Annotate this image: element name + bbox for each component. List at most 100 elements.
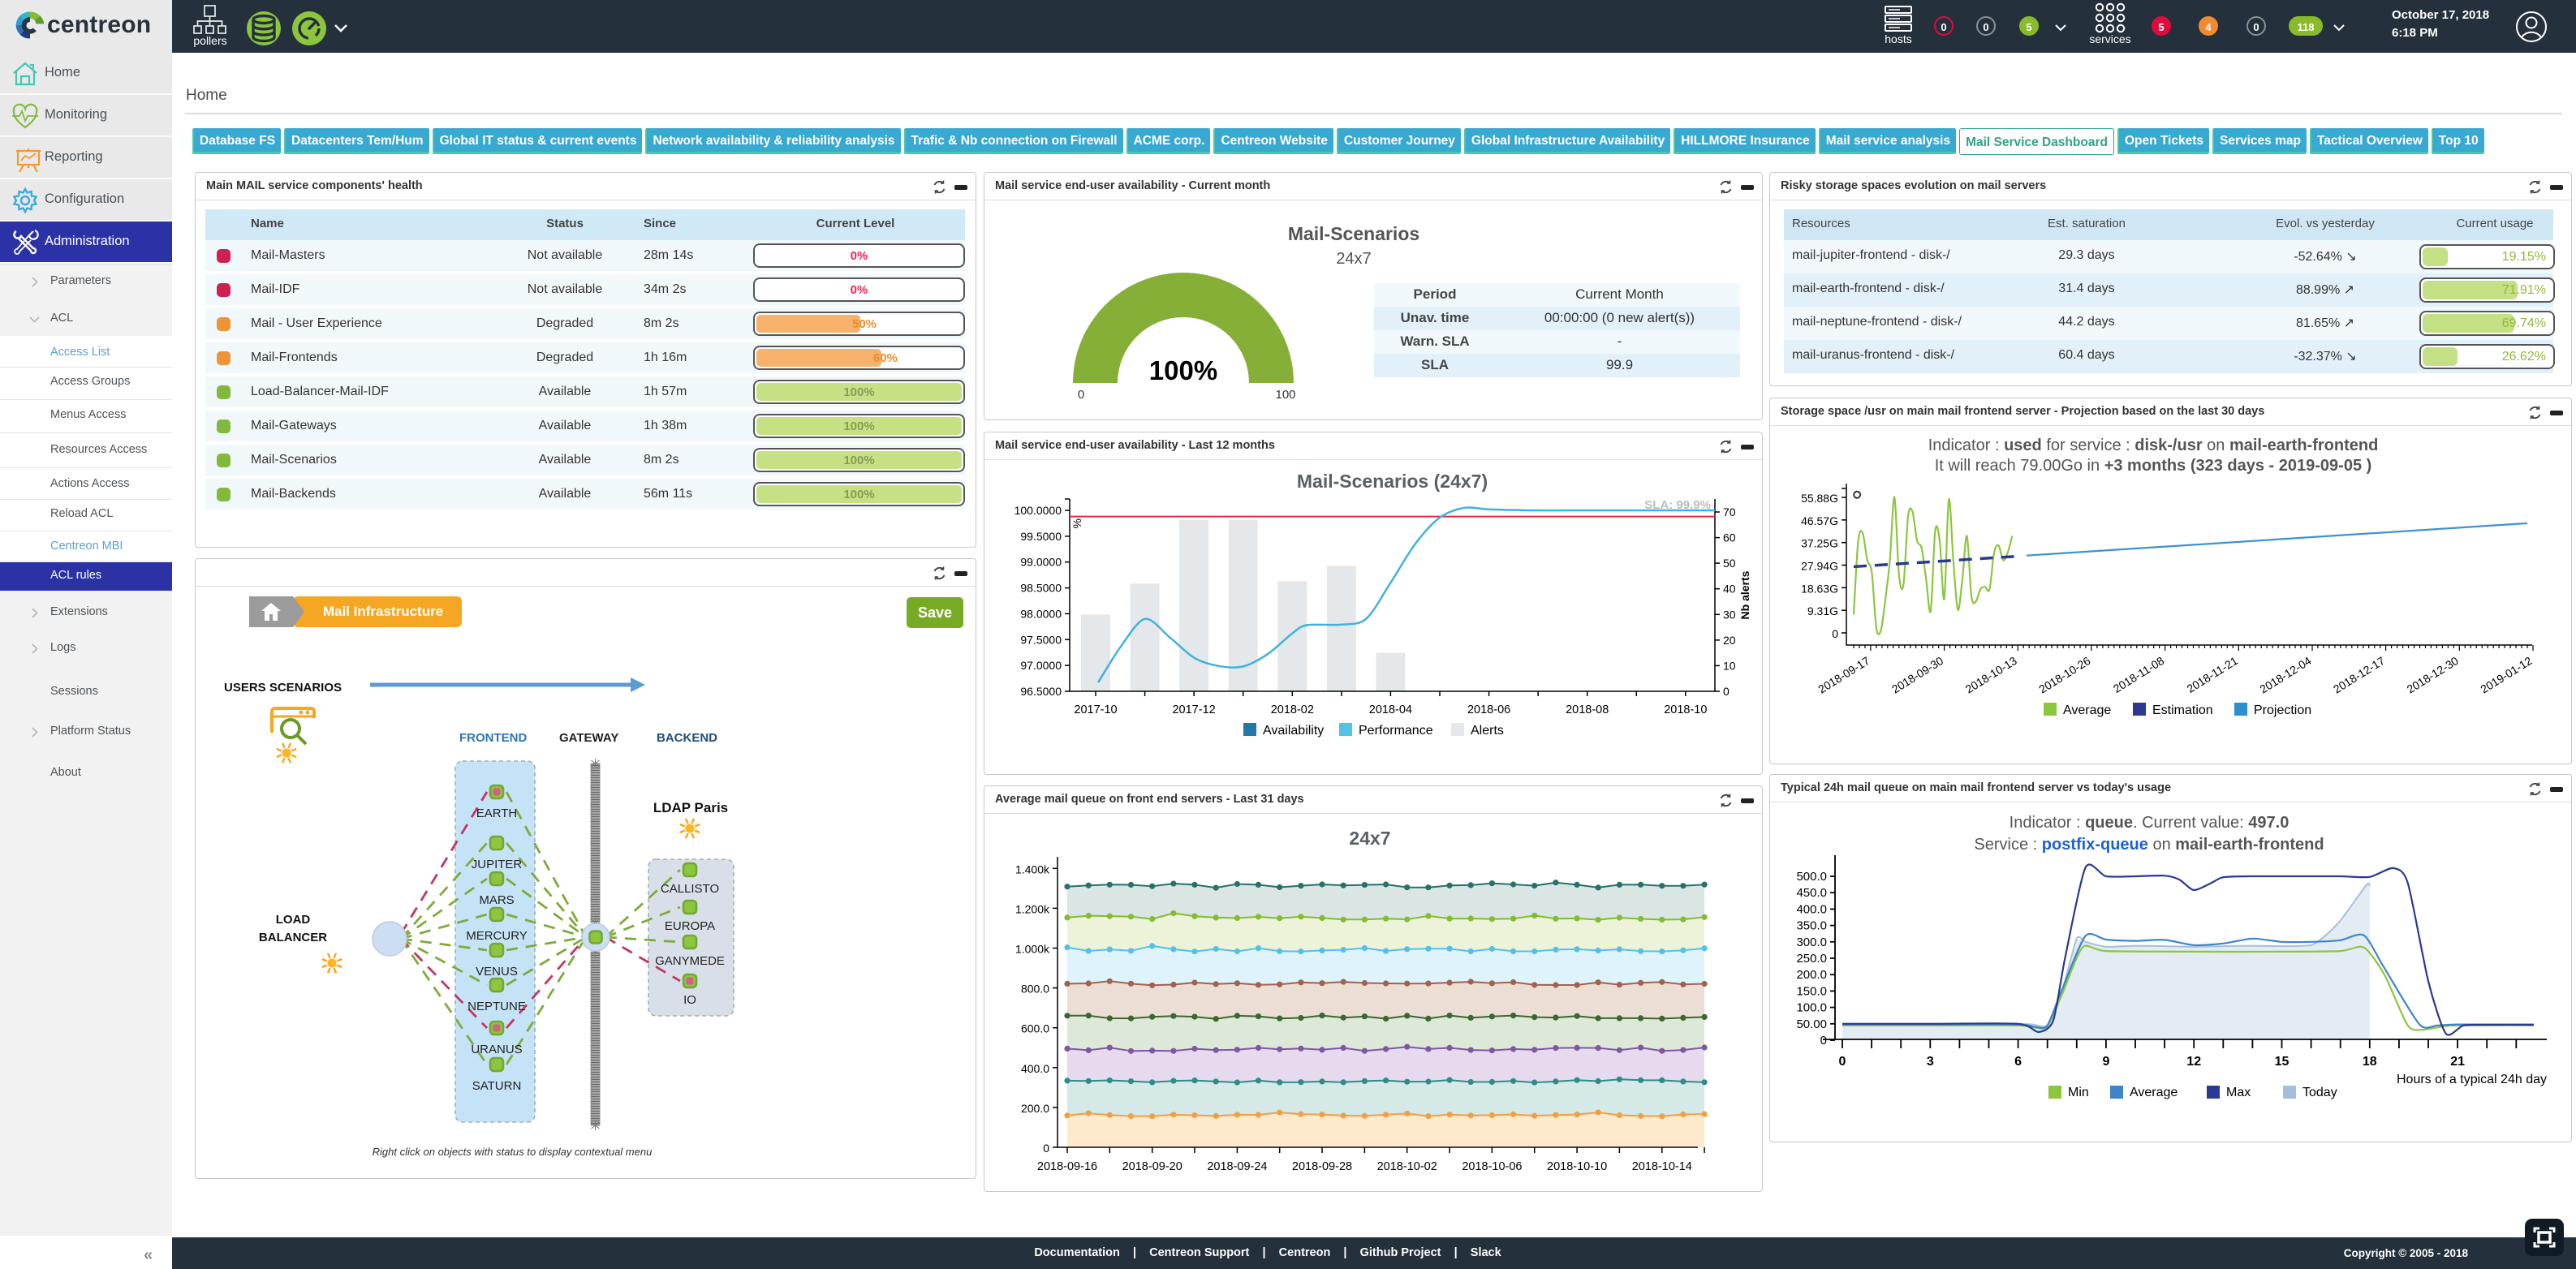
svg-text:2018-09-30: 2018-09-30 [1889, 654, 1945, 696]
svg-text:2018-09-28: 2018-09-28 [1292, 1160, 1352, 1173]
svg-text:SLA: 99.9%: SLA: 99.9% [1644, 498, 1711, 512]
svg-text:0: 0 [1839, 1055, 1846, 1069]
svg-text:2018-10-02: 2018-10-02 [1377, 1160, 1437, 1173]
svg-text:2018-09-24: 2018-09-24 [1207, 1160, 1267, 1173]
svg-text:21: 21 [2450, 1055, 2465, 1069]
svg-text:40: 40 [1723, 583, 1736, 596]
svg-text:3: 3 [1927, 1055, 1934, 1069]
svg-text:250.0: 250.0 [1796, 952, 1827, 966]
svg-text:2018-10-14: 2018-10-14 [1632, 1160, 1692, 1173]
svg-text:Mail-Scenarios (24x7): Mail-Scenarios (24x7) [1297, 471, 1488, 492]
svg-text:1.000k: 1.000k [1015, 943, 1050, 956]
svg-text:Max: Max [2226, 1086, 2251, 1099]
svg-text:Hours of a typical 24h day: Hours of a typical 24h day [2397, 1073, 2547, 1086]
svg-text:2018-10: 2018-10 [1664, 703, 1707, 716]
svg-text:JUPITER: JUPITER [472, 858, 523, 871]
svg-text:46.57G: 46.57G [1801, 514, 1838, 527]
svg-text:800.0: 800.0 [1021, 983, 1049, 996]
svg-text:2017-12: 2017-12 [1172, 703, 1215, 716]
svg-text:EARTH: EARTH [476, 807, 518, 820]
svg-text:URANUS: URANUS [471, 1043, 522, 1056]
svg-text:2018-10-06: 2018-10-06 [1462, 1160, 1522, 1173]
svg-text:CALLISTO: CALLISTO [661, 882, 719, 896]
svg-text:2018-06: 2018-06 [1467, 703, 1510, 716]
svg-text:VENUS: VENUS [476, 965, 518, 979]
svg-text:9: 9 [2102, 1055, 2109, 1069]
svg-text:27.94G: 27.94G [1801, 560, 1838, 573]
svg-text:100.0000: 100.0000 [1014, 504, 1062, 517]
svg-text:97.0000: 97.0000 [1020, 659, 1062, 672]
svg-text:6: 6 [2014, 1055, 2022, 1069]
svg-text:400.0: 400.0 [1796, 902, 1827, 916]
svg-text:Service : postfix-queue on mai: Service : postfix-queue on mail-earth-fr… [1974, 836, 2324, 854]
svg-text:GANYMEDE: GANYMEDE [655, 954, 725, 968]
svg-text:NEPTUNE: NEPTUNE [467, 1000, 526, 1013]
svg-text:0: 0 [1043, 1142, 1049, 1155]
svg-text:Indicator : queue. Current val: Indicator : queue. Current value: 497.0 [2010, 814, 2290, 832]
svg-text:98.5000: 98.5000 [1020, 582, 1062, 595]
svg-text:2018-10-13: 2018-10-13 [1963, 654, 2019, 696]
svg-text:Alerts: Alerts [1471, 724, 1504, 738]
svg-text:400.0: 400.0 [1021, 1062, 1049, 1075]
svg-text:12: 12 [2186, 1055, 2201, 1069]
svg-text:2018-04: 2018-04 [1369, 703, 1412, 716]
svg-text:It will reach 79.00Go in +3 mo: It will reach 79.00Go in +3 months (323 … [1935, 457, 2372, 475]
svg-text:99.0000: 99.0000 [1020, 556, 1062, 569]
svg-text:70: 70 [1723, 505, 1736, 518]
svg-text:2018-10-10: 2018-10-10 [1547, 1160, 1607, 1173]
svg-text:Average: Average [2063, 703, 2111, 717]
svg-text:SATURN: SATURN [472, 1079, 522, 1093]
svg-text:Availability: Availability [1263, 724, 1324, 738]
svg-text:0: 0 [1820, 1034, 1827, 1047]
svg-text:18: 18 [2363, 1055, 2377, 1069]
svg-text:EUROPA: EUROPA [665, 919, 715, 933]
svg-text:Performance: Performance [1359, 724, 1433, 738]
svg-text:Projection: Projection [2254, 703, 2311, 717]
svg-text:2018-09-16: 2018-09-16 [1037, 1160, 1097, 1173]
svg-text:1.400k: 1.400k [1015, 862, 1050, 875]
svg-text:15: 15 [2275, 1055, 2290, 1069]
svg-text:Estimation: Estimation [2152, 703, 2213, 717]
svg-text:24x7: 24x7 [1349, 828, 1390, 849]
svg-text:Average: Average [2130, 1086, 2178, 1099]
svg-text:2018-08: 2018-08 [1566, 703, 1609, 716]
svg-text:350.0: 350.0 [1796, 919, 1827, 933]
svg-text:MERCURY: MERCURY [466, 929, 528, 943]
svg-text:97.5000: 97.5000 [1020, 633, 1062, 646]
svg-text:2018-12-30: 2018-12-30 [2405, 654, 2461, 696]
svg-text:Indicator : used for service :: Indicator : used for service : disk-/usr… [1928, 437, 2379, 454]
svg-text:%: % [1070, 518, 1083, 528]
svg-text:2018-09-20: 2018-09-20 [1122, 1160, 1182, 1173]
svg-text:10: 10 [1723, 659, 1736, 672]
svg-text:2017-10: 2017-10 [1074, 703, 1117, 716]
svg-text:18.63G: 18.63G [1801, 582, 1838, 595]
svg-text:300.0: 300.0 [1796, 936, 1827, 949]
svg-text:2018-11-21: 2018-11-21 [2185, 654, 2241, 695]
svg-text:1.200k: 1.200k [1015, 902, 1050, 915]
svg-text:450.0: 450.0 [1796, 886, 1827, 900]
svg-text:60: 60 [1723, 531, 1736, 544]
svg-text:200.0: 200.0 [1796, 968, 1827, 982]
svg-text:Min: Min [2068, 1086, 2089, 1099]
svg-text:2018-02: 2018-02 [1271, 703, 1314, 716]
svg-text:50.00: 50.00 [1796, 1017, 1827, 1031]
svg-text:20: 20 [1723, 634, 1736, 647]
svg-text:Today: Today [2302, 1086, 2337, 1099]
svg-text:30: 30 [1723, 608, 1736, 621]
svg-text:9.31G: 9.31G [1807, 604, 1838, 617]
svg-text:2018-09-17: 2018-09-17 [1816, 654, 1872, 696]
svg-text:2018-12-17: 2018-12-17 [2331, 654, 2387, 696]
svg-text:2018-10-26: 2018-10-26 [2036, 654, 2092, 696]
svg-text:2018-11-08: 2018-11-08 [2111, 654, 2167, 695]
svg-text:50: 50 [1723, 557, 1736, 570]
svg-text:200.0: 200.0 [1021, 1102, 1049, 1115]
svg-text:IO: IO [683, 993, 696, 1007]
svg-text:55.88G: 55.88G [1801, 492, 1838, 505]
svg-text:150.0: 150.0 [1796, 984, 1827, 998]
svg-text:96.5000: 96.5000 [1020, 685, 1062, 698]
svg-text:0: 0 [1832, 627, 1838, 640]
svg-text:600.0: 600.0 [1021, 1022, 1049, 1035]
svg-text:100.0: 100.0 [1796, 1001, 1827, 1015]
svg-text:2018-12-04: 2018-12-04 [2257, 654, 2313, 696]
svg-text:MARS: MARS [479, 893, 514, 907]
